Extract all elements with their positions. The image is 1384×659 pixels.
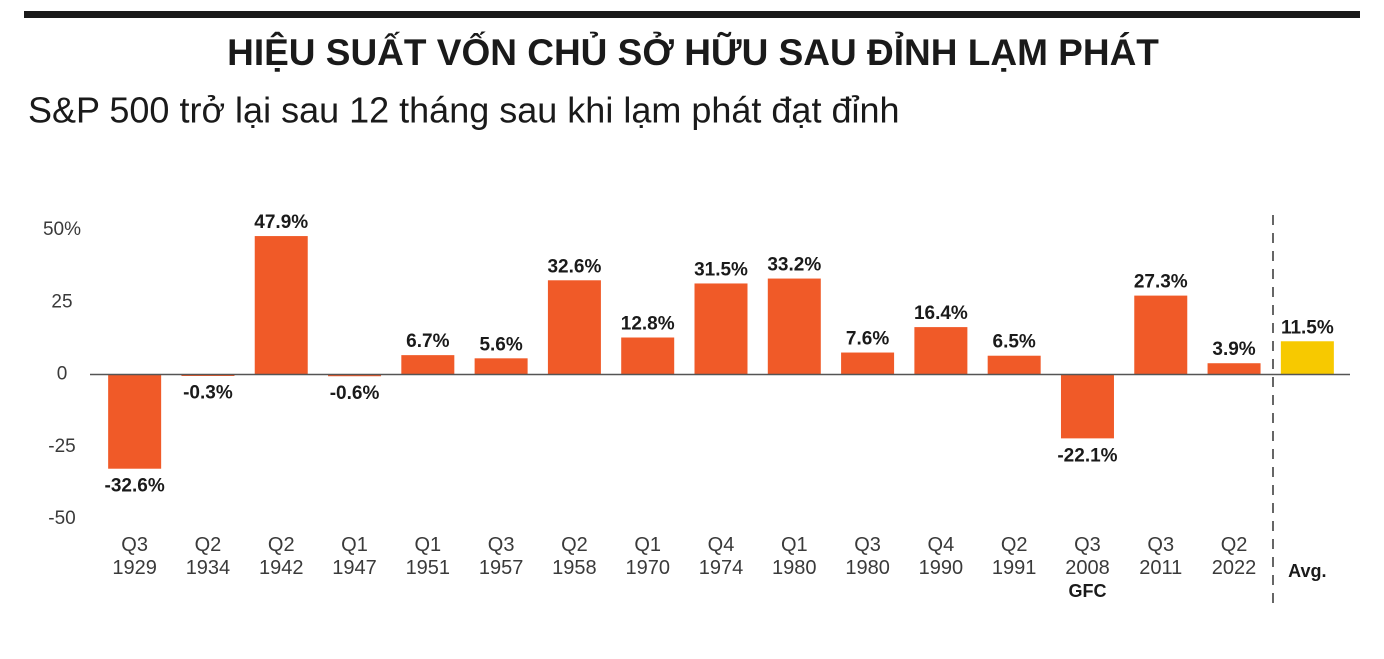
chart-subtitle: S&P 500 trở lại sau 12 tháng sau khi lạm… xyxy=(28,90,900,131)
x-tick-label: Q2 1958 xyxy=(552,534,597,579)
value-label: 5.6% xyxy=(479,334,522,355)
x-tick-label: Q2 1934 xyxy=(185,534,231,579)
x-tick-label: Q3 1957 xyxy=(478,534,524,579)
y-tick-label: 50% xyxy=(43,219,81,240)
y-tick-label: -50 xyxy=(48,508,75,529)
x-tick-label: Q1 1947 xyxy=(332,534,377,579)
annotation: GFC xyxy=(1068,581,1107,601)
bar xyxy=(1207,363,1261,375)
value-label: 6.5% xyxy=(993,332,1036,353)
value-label: -22.1% xyxy=(1057,445,1117,466)
x-tick-label: Q2 1991 xyxy=(991,534,1037,579)
y-tick-label: 25 xyxy=(51,291,72,312)
value-label: 6.7% xyxy=(406,331,449,352)
bar xyxy=(1280,341,1334,375)
bar xyxy=(328,374,382,377)
x-tick-label: Q3 1980 xyxy=(845,534,890,579)
value-label: 12.8% xyxy=(621,314,675,335)
x-tick-label: Q3 1929 xyxy=(112,534,157,579)
bar xyxy=(914,327,968,375)
value-label: 7.6% xyxy=(846,329,889,350)
x-tick-label: Q1 1980 xyxy=(772,534,817,579)
value-label: 31.5% xyxy=(694,259,748,280)
x-tick-label: Q2 2022 xyxy=(1211,534,1257,579)
bar xyxy=(841,352,895,375)
bar xyxy=(108,374,162,469)
value-label: -0.3% xyxy=(183,382,233,403)
value-label: 11.5% xyxy=(1281,317,1334,338)
value-label: 47.9% xyxy=(254,212,308,233)
bar xyxy=(401,355,455,375)
x-tick-label: Q2 1942 xyxy=(258,534,304,579)
bar xyxy=(474,358,528,375)
value-label: -32.6% xyxy=(105,476,165,497)
x-tick-label: Q1 1951 xyxy=(405,534,451,579)
bar xyxy=(1134,295,1188,375)
x-tick-label: Q4 1974 xyxy=(698,534,744,579)
bar xyxy=(254,236,308,375)
top-rule xyxy=(24,11,1360,18)
value-label: 33.2% xyxy=(767,255,821,276)
bar xyxy=(621,337,675,375)
y-tick-label: 0 xyxy=(57,364,68,385)
bar xyxy=(694,283,748,375)
x-tick-label: Q4 1990 xyxy=(918,534,964,579)
bar xyxy=(1060,374,1114,439)
x-tick-label: Q3 2011 xyxy=(1139,534,1183,579)
y-tick-label: -25 xyxy=(48,436,75,457)
bar xyxy=(767,278,821,375)
value-label: 32.6% xyxy=(547,256,601,277)
x-tick-label: Q3 2008 xyxy=(1065,534,1110,579)
x-tick-label: Q1 1970 xyxy=(625,534,670,579)
value-label: -0.6% xyxy=(330,383,380,404)
bar xyxy=(547,280,601,375)
value-label: 16.4% xyxy=(914,303,968,324)
x-tick-label: Avg. xyxy=(1288,561,1327,581)
bar xyxy=(987,355,1041,375)
value-label: 27.3% xyxy=(1134,272,1188,293)
value-label: 3.9% xyxy=(1212,339,1255,360)
chart-title: HIỆU SUẤT VỐN CHỦ SỞ HỮU SAU ĐỈNH LẠM PH… xyxy=(227,31,1159,73)
